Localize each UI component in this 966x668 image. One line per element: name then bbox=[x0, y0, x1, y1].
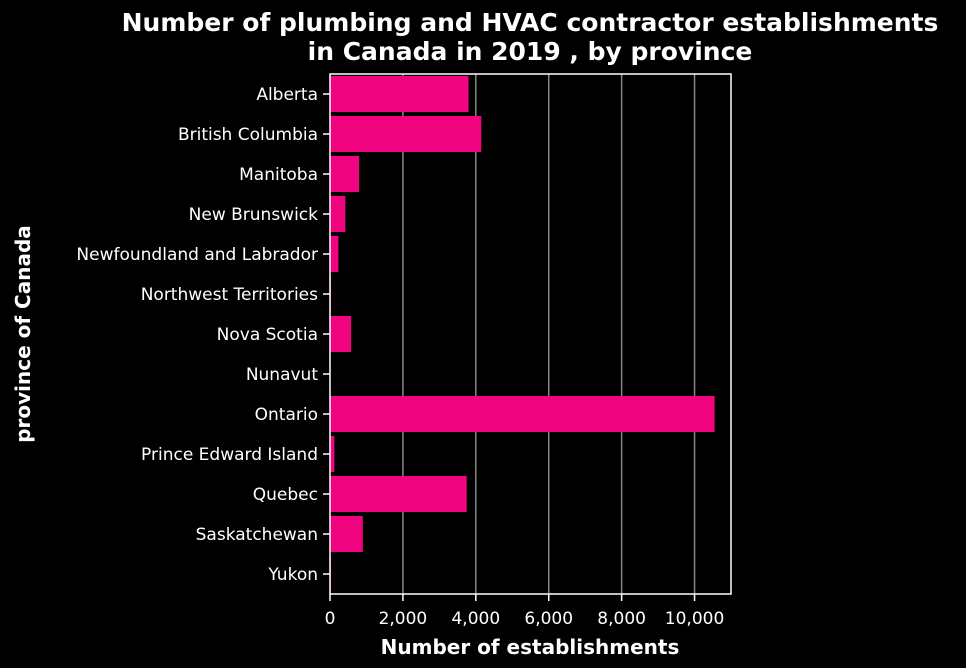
y-tick-label: Nunavut bbox=[246, 365, 319, 385]
bar-manitoba bbox=[330, 156, 359, 192]
x-tick-label: 10,000 bbox=[665, 609, 724, 629]
y-tick-label: Nova Scotia bbox=[217, 325, 318, 345]
x-tick-label: 4,000 bbox=[451, 609, 500, 629]
y-tick-label: Prince Edward Island bbox=[141, 445, 318, 465]
y-tick-label: Saskatchewan bbox=[196, 525, 318, 545]
y-tick-label: British Columbia bbox=[178, 125, 318, 145]
x-tick-label: 6,000 bbox=[524, 609, 573, 629]
x-axis-title: Number of establishments bbox=[381, 635, 680, 659]
y-tick-label: Northwest Territories bbox=[141, 285, 318, 305]
bar-ontario bbox=[330, 396, 715, 432]
y-tick-label: Manitoba bbox=[239, 165, 318, 185]
y-tick-label: New Brunswick bbox=[189, 205, 319, 225]
y-tick-label: Quebec bbox=[253, 485, 318, 505]
bar-new-brunswick bbox=[330, 196, 345, 232]
y-tick-label: Yukon bbox=[267, 565, 318, 585]
x-tick-label: 2,000 bbox=[379, 609, 428, 629]
x-tick-label: 0 bbox=[325, 609, 336, 629]
y-tick-label: Ontario bbox=[255, 405, 318, 425]
chart-title-line-1: Number of plumbing and HVAC contractor e… bbox=[122, 8, 939, 37]
y-tick-label: Newfoundland and Labrador bbox=[76, 245, 318, 265]
chart-title-line-2: in Canada in 2019 , by province bbox=[308, 37, 753, 66]
bar-alberta bbox=[330, 76, 469, 112]
x-tick-label: 8,000 bbox=[597, 609, 646, 629]
y-axis-title: province of Canada bbox=[11, 225, 35, 443]
bar-layer bbox=[330, 76, 715, 592]
bar-quebec bbox=[330, 476, 467, 512]
bar-newfoundland-and-labrador bbox=[330, 236, 338, 272]
bar-saskatchewan bbox=[330, 516, 363, 552]
bar-nova-scotia bbox=[330, 316, 351, 352]
y-tick-label: Alberta bbox=[256, 85, 318, 105]
bar-british-columbia bbox=[330, 116, 481, 152]
axis-layer: Alberta British Columbia Manitoba New Bruns… bbox=[76, 74, 731, 629]
